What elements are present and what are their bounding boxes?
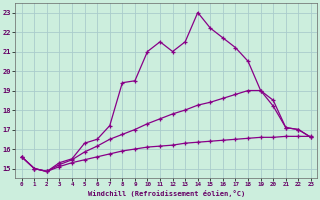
X-axis label: Windchill (Refroidissement éolien,°C): Windchill (Refroidissement éolien,°C) (88, 190, 245, 197)
